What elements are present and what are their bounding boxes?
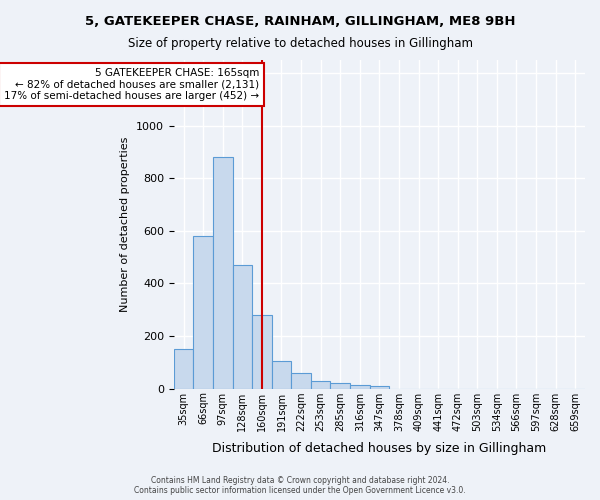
Bar xyxy=(291,373,311,388)
Y-axis label: Number of detached properties: Number of detached properties xyxy=(121,136,130,312)
Text: 5 GATEKEEPER CHASE: 165sqm
← 82% of detached houses are smaller (2,131)
17% of s: 5 GATEKEEPER CHASE: 165sqm ← 82% of deta… xyxy=(4,68,259,101)
Bar xyxy=(272,361,291,388)
Text: Contains HM Land Registry data © Crown copyright and database right 2024.
Contai: Contains HM Land Registry data © Crown c… xyxy=(134,476,466,495)
Bar xyxy=(350,385,370,388)
Bar xyxy=(233,265,252,388)
Text: Size of property relative to detached houses in Gillingham: Size of property relative to detached ho… xyxy=(128,38,473,51)
Bar xyxy=(174,349,193,389)
Text: 5, GATEKEEPER CHASE, RAINHAM, GILLINGHAM, ME8 9BH: 5, GATEKEEPER CHASE, RAINHAM, GILLINGHAM… xyxy=(85,15,515,28)
Bar xyxy=(193,236,213,388)
Bar xyxy=(311,382,331,388)
Bar xyxy=(370,386,389,388)
Bar xyxy=(213,158,233,388)
Bar xyxy=(331,384,350,388)
Bar xyxy=(252,315,272,388)
X-axis label: Distribution of detached houses by size in Gillingham: Distribution of detached houses by size … xyxy=(212,442,547,455)
